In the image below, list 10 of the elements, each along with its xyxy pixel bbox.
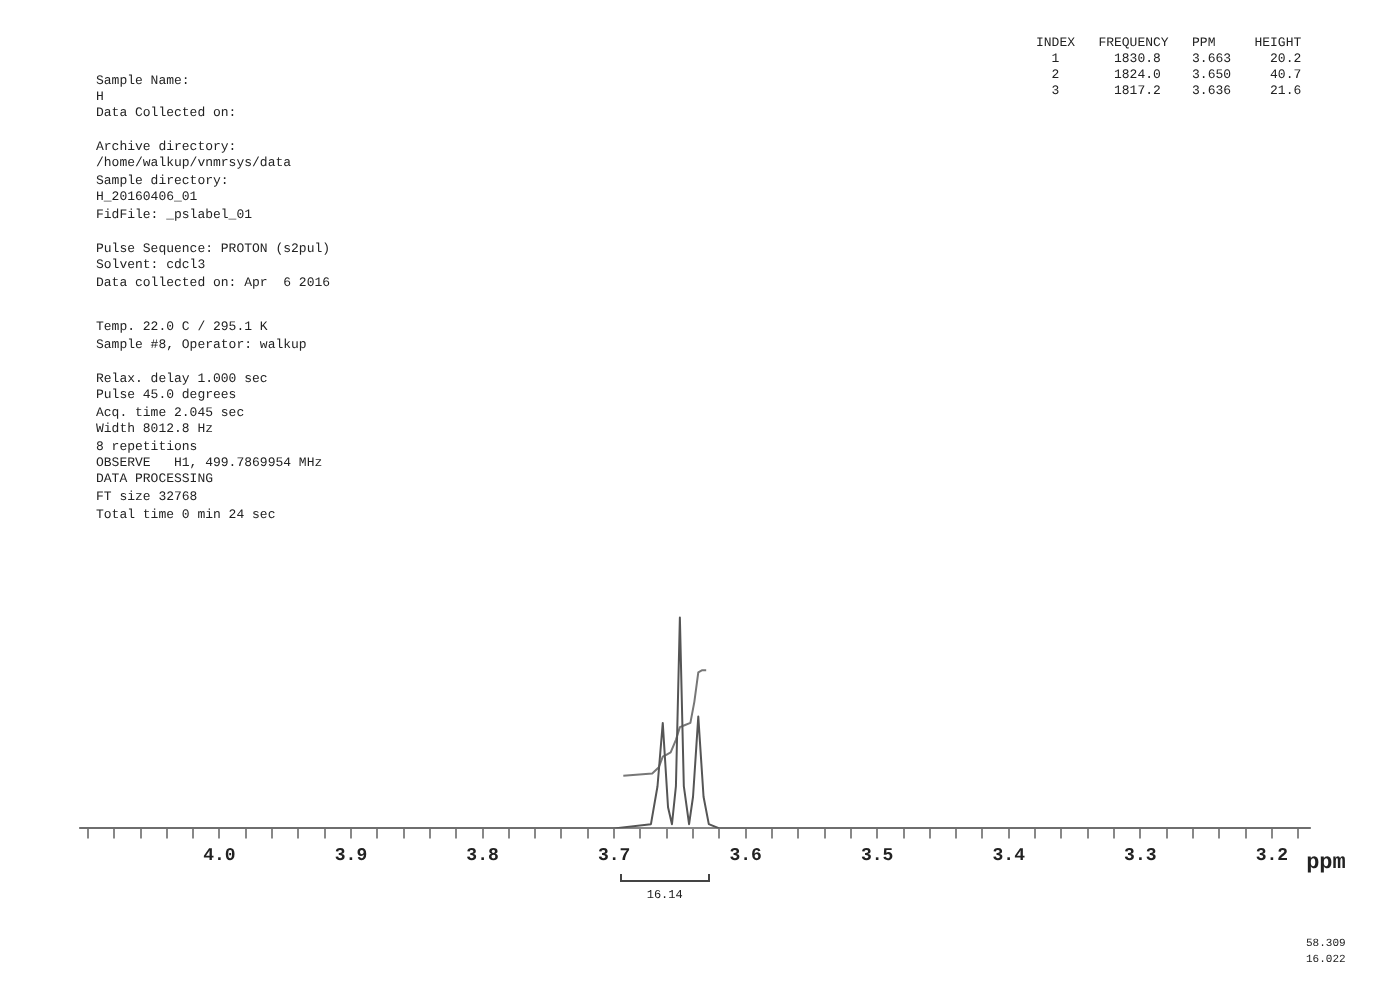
- x-tick-label: 4.0: [203, 845, 236, 866]
- x-tick-label: 3.3: [1124, 845, 1157, 866]
- x-tick-label: 3.4: [992, 845, 1027, 866]
- x-axis-title: ppm: [1306, 851, 1347, 876]
- x-tick-label: 3.8: [466, 845, 499, 866]
- x-tick-label: 3.5: [860, 845, 894, 866]
- x-tick-label: 3.6: [729, 845, 762, 866]
- x-tick-label: 3.2: [1255, 845, 1289, 866]
- x-tick-label: 3.9: [334, 845, 368, 866]
- x-tick-label: 3.7: [597, 845, 631, 866]
